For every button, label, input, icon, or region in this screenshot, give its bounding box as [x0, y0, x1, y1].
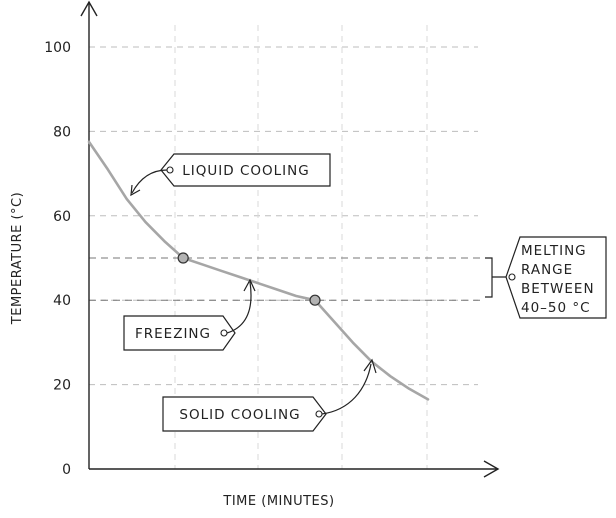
y-tick-label-40: 40 [53, 293, 71, 309]
tag-hole [508, 273, 516, 281]
y-tick-label-100: 100 [44, 40, 71, 56]
freezing-label: FREEZING [135, 326, 211, 342]
transition-point-1 [177, 252, 189, 264]
y-tick-labels: 0 20 40 60 80 100 [44, 40, 71, 478]
liquid-cooling-label: LIQUID COOLING [182, 163, 309, 179]
solid-cooling-arrow [321, 363, 372, 415]
axes [80, 0, 500, 478]
tag-hole [315, 410, 323, 418]
transition-points [177, 252, 321, 306]
y-tick-label-80: 80 [53, 124, 71, 140]
liquid-cooling-arrowhead [130, 184, 141, 197]
solid-cooling-tag [162, 396, 327, 432]
y-axis-label: TEMPERATURE (°C) [10, 192, 25, 325]
freezing-arrowhead [243, 278, 256, 292]
melting-range-annotation: MELTING RANGE BETWEEN 40–50 °C [485, 236, 607, 319]
x-axis-label: TIME (MINUTES) [222, 494, 334, 509]
melting-range-bracket [485, 257, 509, 298]
freezing-annotation: FREEZING [123, 278, 256, 351]
freezing-tag [123, 315, 236, 351]
melting-range-line-3: BETWEEN [521, 281, 595, 297]
melting-range-tag [505, 236, 607, 319]
x-axis-arrowhead [483, 460, 500, 478]
melting-range-lines [89, 257, 484, 301]
melting-range-line-4: 40–50 °C [521, 300, 591, 316]
liquid-cooling-tag [160, 153, 331, 187]
solid-cooling-arrowhead [363, 358, 377, 374]
y-tick-label-20: 20 [53, 378, 71, 394]
y-tick-label-60: 60 [53, 209, 71, 225]
y-tick-label-0: 0 [62, 462, 71, 478]
liquid-cooling-arrow [131, 169, 168, 194]
tag-hole [166, 166, 174, 174]
transition-point-2 [309, 294, 321, 306]
tag-hole [220, 329, 228, 337]
melting-range-line-1: MELTING [521, 243, 587, 259]
freezing-arrow [226, 281, 252, 334]
liquid-cooling-annotation: LIQUID COOLING [130, 153, 331, 197]
melting-range-line-2: RANGE [521, 262, 573, 278]
y-axis-arrowhead [80, 0, 98, 17]
solid-cooling-label: SOLID COOLING [179, 407, 300, 423]
solid-cooling-annotation: SOLID COOLING [162, 358, 377, 432]
